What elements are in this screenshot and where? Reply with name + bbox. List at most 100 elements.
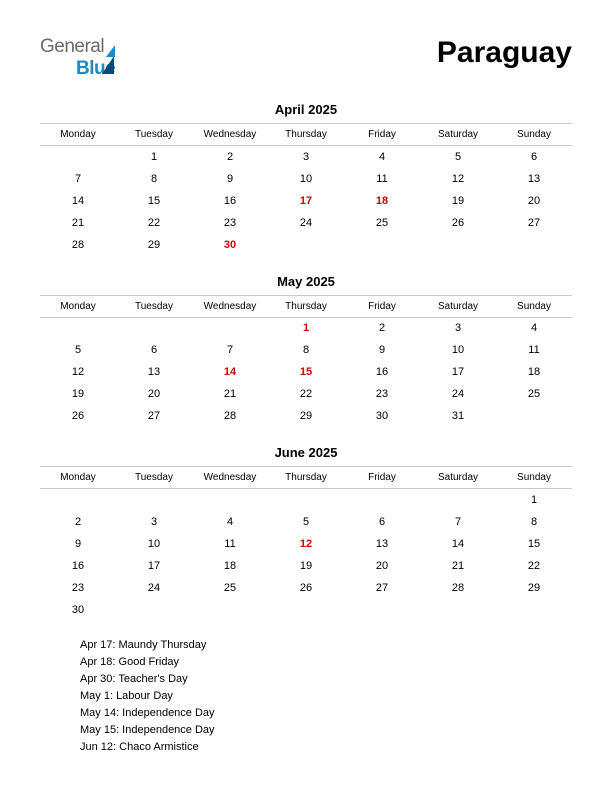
- calendar-day: 20: [496, 190, 572, 212]
- weekday-header: Saturday: [420, 295, 496, 317]
- calendar-day: 8: [496, 511, 572, 533]
- logo: General Blue: [40, 36, 115, 80]
- calendar-row: 21222324252627: [40, 212, 572, 234]
- calendar-month: April 2025MondayTuesdayWednesdayThursday…: [40, 98, 572, 256]
- month-title: June 2025: [40, 441, 572, 466]
- calendar-day: 23: [344, 383, 420, 405]
- calendar-day: [116, 599, 192, 621]
- calendar-day: 7: [420, 511, 496, 533]
- calendar-day: 15: [268, 361, 344, 383]
- calendar-day: 22: [496, 555, 572, 577]
- calendar-day: 17: [420, 361, 496, 383]
- weekday-header: Tuesday: [116, 467, 192, 489]
- weekday-header: Saturday: [420, 467, 496, 489]
- calendar-day: 3: [116, 511, 192, 533]
- calendar-day: 26: [420, 212, 496, 234]
- calendar-day: 8: [116, 168, 192, 190]
- calendar-day: 24: [268, 212, 344, 234]
- weekday-header: Thursday: [268, 467, 344, 489]
- calendar-row: 16171819202122: [40, 555, 572, 577]
- holiday-entry: Apr 17: Maundy Thursday: [80, 637, 572, 654]
- calendar-day: 16: [344, 361, 420, 383]
- calendar-day: 29: [116, 234, 192, 256]
- weekday-header: Monday: [40, 124, 116, 146]
- calendar-day: 14: [420, 533, 496, 555]
- calendar-day: 30: [344, 405, 420, 427]
- weekday-header: Monday: [40, 467, 116, 489]
- calendar-day: [420, 489, 496, 511]
- calendar-day: [496, 599, 572, 621]
- calendars-container: April 2025MondayTuesdayWednesdayThursday…: [40, 98, 572, 621]
- calendar-table: MondayTuesdayWednesdayThursdayFridaySatu…: [40, 123, 572, 256]
- calendar-row: 1: [40, 489, 572, 511]
- header: General Blue Paraguay: [40, 36, 572, 80]
- month-title: April 2025: [40, 98, 572, 123]
- weekday-header: Friday: [344, 295, 420, 317]
- calendar-day: 21: [40, 212, 116, 234]
- calendar-day: 16: [40, 555, 116, 577]
- calendar-day: 12: [268, 533, 344, 555]
- calendar-day: 12: [40, 361, 116, 383]
- calendar-day: 22: [116, 212, 192, 234]
- calendar-day: 9: [344, 339, 420, 361]
- calendar-day: 21: [420, 555, 496, 577]
- weekday-header: Monday: [40, 295, 116, 317]
- calendar-day: 3: [420, 317, 496, 339]
- calendar-day: [268, 599, 344, 621]
- calendar-day: 15: [116, 190, 192, 212]
- calendar-day: [268, 489, 344, 511]
- calendar-day: 11: [496, 339, 572, 361]
- calendar-day: 17: [268, 190, 344, 212]
- calendar-day: [40, 146, 116, 168]
- calendar-row: 30: [40, 599, 572, 621]
- calendar-day: 29: [496, 577, 572, 599]
- holidays-list: Apr 17: Maundy ThursdayApr 18: Good Frid…: [40, 637, 572, 756]
- calendar-day: [344, 489, 420, 511]
- calendar-month: June 2025MondayTuesdayWednesdayThursdayF…: [40, 441, 572, 621]
- calendar-day: 25: [192, 577, 268, 599]
- calendar-day: [344, 599, 420, 621]
- calendar-day: 27: [344, 577, 420, 599]
- country-title: Paraguay: [437, 36, 572, 70]
- calendar-day: 6: [344, 511, 420, 533]
- calendar-day: 10: [420, 339, 496, 361]
- holiday-entry: May 14: Independence Day: [80, 705, 572, 722]
- calendar-day: 20: [116, 383, 192, 405]
- calendar-table: MondayTuesdayWednesdayThursdayFridaySatu…: [40, 466, 572, 621]
- weekday-header: Friday: [344, 467, 420, 489]
- calendar-day: 4: [192, 511, 268, 533]
- calendar-day: 26: [40, 405, 116, 427]
- calendar-day: 28: [40, 234, 116, 256]
- calendar-day: [420, 599, 496, 621]
- weekday-header: Wednesday: [192, 124, 268, 146]
- calendar-day: 14: [192, 361, 268, 383]
- calendar-day: 13: [496, 168, 572, 190]
- calendar-day: 15: [496, 533, 572, 555]
- calendar-day: 7: [192, 339, 268, 361]
- calendar-month: May 2025MondayTuesdayWednesdayThursdayFr…: [40, 270, 572, 428]
- calendar-day: 9: [40, 533, 116, 555]
- calendar-day: 11: [344, 168, 420, 190]
- calendar-day: 30: [192, 234, 268, 256]
- calendar-day: 24: [116, 577, 192, 599]
- calendar-day: 28: [420, 577, 496, 599]
- calendar-day: [268, 234, 344, 256]
- calendar-day: 25: [496, 383, 572, 405]
- calendar-row: 1234: [40, 317, 572, 339]
- calendar-day: [496, 234, 572, 256]
- calendar-day: 6: [496, 146, 572, 168]
- calendar-day: [496, 405, 572, 427]
- calendar-day: 13: [344, 533, 420, 555]
- calendar-day: 25: [344, 212, 420, 234]
- calendar-day: 10: [268, 168, 344, 190]
- weekday-header: Sunday: [496, 467, 572, 489]
- calendar-row: 14151617181920: [40, 190, 572, 212]
- weekday-header: Wednesday: [192, 295, 268, 317]
- calendar-day: 20: [344, 555, 420, 577]
- calendar-day: 4: [496, 317, 572, 339]
- calendar-row: 282930: [40, 234, 572, 256]
- calendar-row: 23242526272829: [40, 577, 572, 599]
- calendar-day: 2: [344, 317, 420, 339]
- calendar-day: 10: [116, 533, 192, 555]
- calendar-row: 262728293031: [40, 405, 572, 427]
